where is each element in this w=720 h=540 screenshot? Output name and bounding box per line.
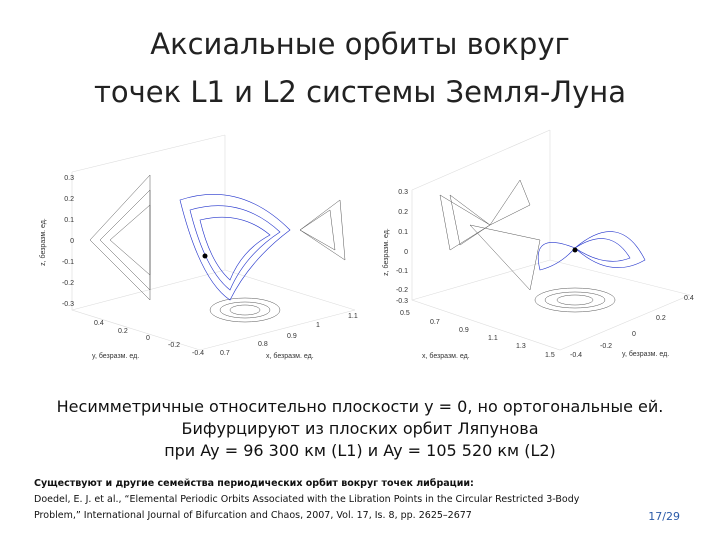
tick: 1.3 bbox=[516, 343, 526, 350]
tick: 0.7 bbox=[220, 350, 230, 357]
tick: 0.3 bbox=[64, 175, 74, 182]
axis-label: z, безразм. ед. bbox=[39, 218, 47, 266]
tick: -0.1 bbox=[396, 268, 408, 275]
tick: -0.2 bbox=[396, 287, 408, 294]
axis-label: x, безразм. ед. bbox=[266, 352, 314, 360]
tick: -0.3 bbox=[396, 298, 408, 305]
tick: 0.2 bbox=[656, 315, 666, 322]
caption: при Ay = 96 300 км (L1) и Ay = 105 520 к… bbox=[164, 441, 556, 460]
footnote: Problem,” International Journal of Bifur… bbox=[34, 510, 472, 521]
tick: 0.5 bbox=[400, 310, 410, 317]
tick: 0 bbox=[70, 238, 74, 245]
tick: 0 bbox=[146, 335, 150, 342]
axis-label: z, безразм. ед. bbox=[382, 228, 390, 276]
tick: 1.1 bbox=[488, 335, 498, 342]
tick: 1 bbox=[316, 322, 320, 329]
title: Аксиальные орбиты вокруг bbox=[150, 27, 570, 61]
tick: -0.2 bbox=[600, 343, 612, 350]
tick: 1.5 bbox=[545, 352, 555, 359]
footnote: Существуют и другие семейства периодичес… bbox=[34, 478, 474, 489]
tick: -0.2 bbox=[62, 280, 74, 287]
tick: 0.4 bbox=[94, 320, 104, 327]
plot-right bbox=[411, 129, 691, 351]
tick: 0.4 bbox=[684, 295, 694, 302]
tick: -0.3 bbox=[62, 301, 74, 308]
caption: Несимметричные относительно плоскости y … bbox=[57, 397, 664, 416]
tick: 0.3 bbox=[398, 189, 408, 196]
tick: 0.2 bbox=[64, 196, 74, 203]
tick: 0.2 bbox=[118, 328, 128, 335]
tick: 0.9 bbox=[287, 333, 297, 340]
page-number: 17/29 bbox=[648, 510, 680, 523]
title: точек L1 и L2 системы Земля-Луна bbox=[94, 75, 626, 109]
tick: 1.1 bbox=[348, 313, 358, 320]
tick: 0.7 bbox=[430, 319, 440, 326]
tick: 0.8 bbox=[258, 341, 268, 348]
axis-label: x, безразм. ед. bbox=[422, 352, 470, 360]
tick: 0 bbox=[404, 249, 408, 256]
axis-label: y, безразм. ед. bbox=[92, 352, 139, 360]
tick: 0.1 bbox=[398, 229, 408, 236]
caption: Бифурцируют из плоских орбит Ляпунова bbox=[181, 419, 538, 438]
tick: -0.4 bbox=[192, 350, 204, 357]
axis-label: y, безразм. ед. bbox=[622, 350, 669, 358]
tick: 0.1 bbox=[64, 217, 74, 224]
tick: 0.2 bbox=[398, 209, 408, 216]
tick: -0.4 bbox=[570, 352, 582, 359]
tick: 0 bbox=[632, 331, 636, 338]
footnote: Doedel, E. J. et al., “Elemental Periodi… bbox=[34, 494, 580, 505]
plot-left bbox=[71, 134, 356, 351]
tick: 0.9 bbox=[459, 327, 469, 334]
tick: -0.1 bbox=[62, 259, 74, 266]
tick: -0.2 bbox=[168, 342, 180, 349]
